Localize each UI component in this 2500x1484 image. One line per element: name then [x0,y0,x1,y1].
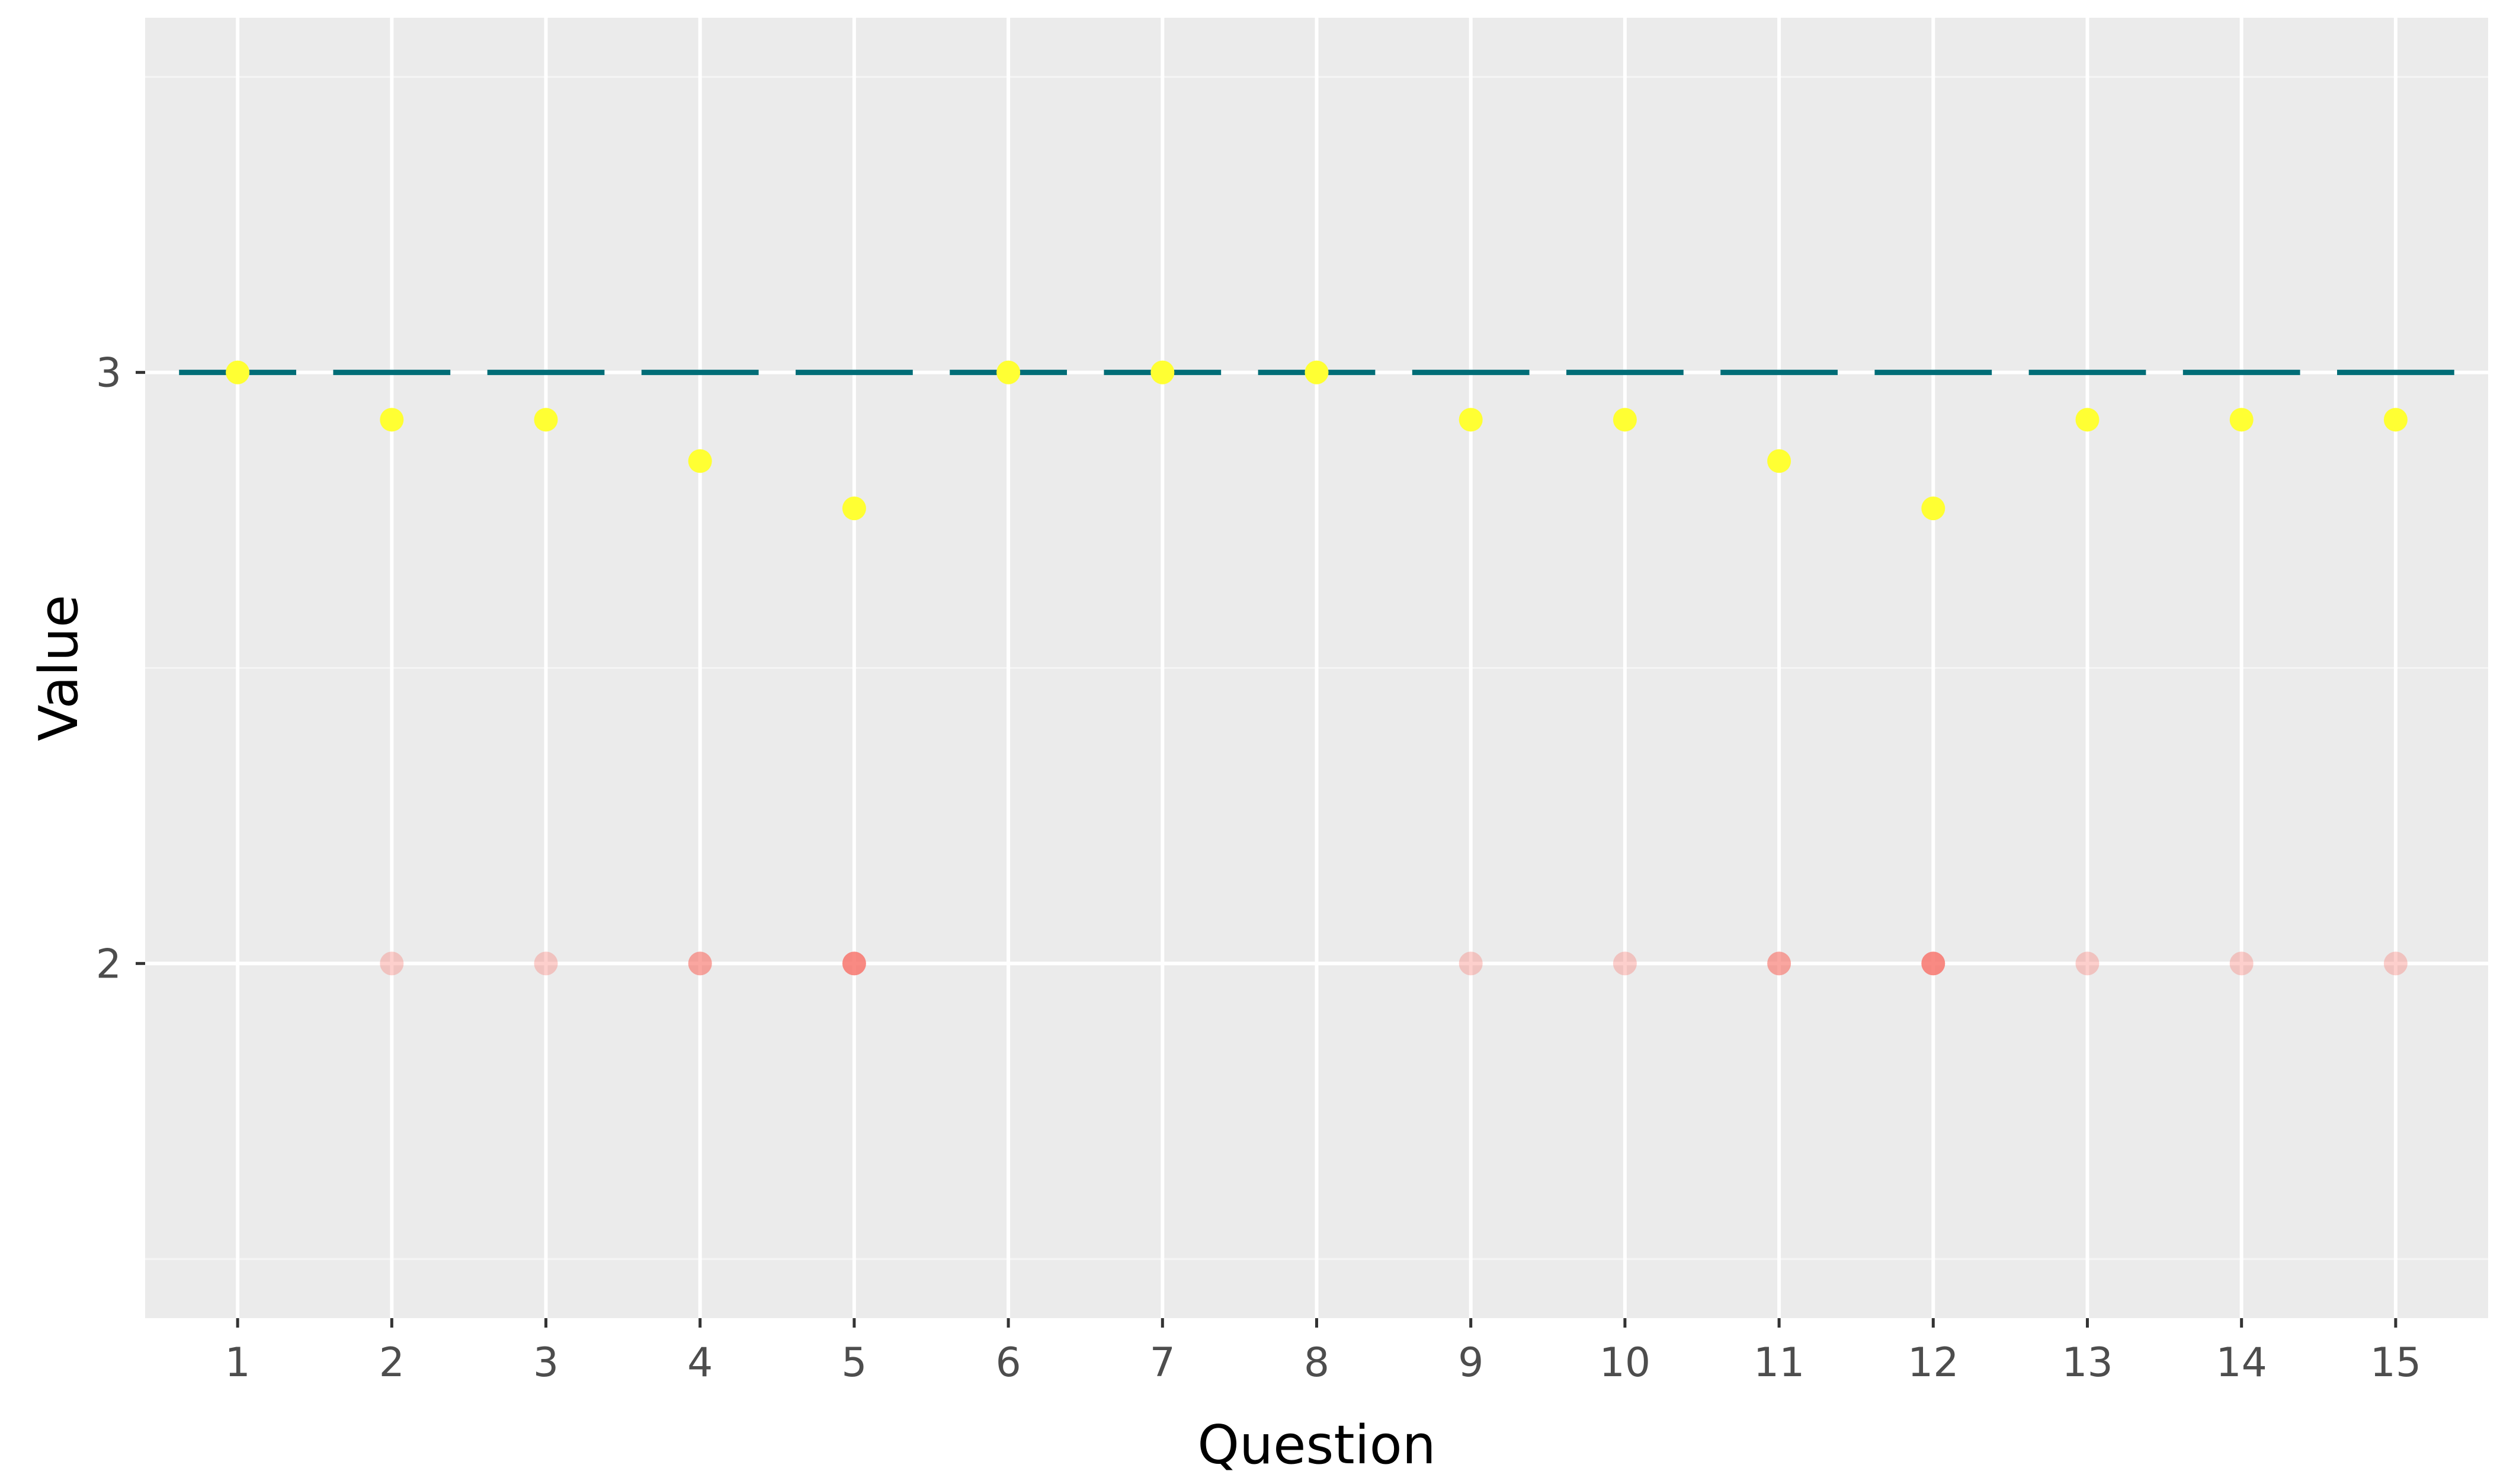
y-tick-label: 3 [96,350,121,397]
x-tick-label: 14 [2216,1339,2267,1386]
data-point [534,408,558,432]
data-point [842,951,866,976]
data-point [534,951,558,976]
y-axis-title: Value [28,595,90,741]
data-point [1767,951,1791,976]
data-point [2229,408,2254,432]
x-tick-label: 6 [995,1339,1021,1386]
data-point [1613,951,1637,976]
data-point [1921,496,1945,521]
data-point [380,408,404,432]
data-point [1613,408,1637,432]
x-tick-label: 2 [379,1339,405,1386]
data-point [842,496,866,521]
x-tick-label: 7 [1150,1339,1175,1386]
y-axis-ticks: 23 [96,350,145,988]
x-tick-label: 4 [687,1339,713,1386]
data-points [226,360,2408,976]
data-point [1921,951,1945,976]
data-point [1305,360,1329,384]
data-point [996,360,1021,384]
data-point [1150,360,1175,384]
grid-major [145,18,2488,1318]
data-point [2383,951,2408,976]
x-tick-label: 8 [1304,1339,1329,1386]
data-point [2383,408,2408,432]
data-point [688,951,712,976]
x-tick-label: 11 [1754,1339,1805,1386]
data-point [226,360,250,384]
data-point [1767,449,1791,473]
x-tick-label: 5 [841,1339,867,1386]
data-point [688,449,712,473]
x-tick-label: 10 [1600,1339,1651,1386]
data-point [380,951,404,976]
x-tick-label: 13 [2062,1339,2113,1386]
x-tick-label: 15 [2370,1339,2422,1386]
data-point [2075,408,2100,432]
data-point [1459,408,1483,432]
x-axis-title: Question [1197,1414,1436,1476]
x-tick-label: 9 [1458,1339,1483,1386]
x-tick-label: 1 [225,1339,250,1386]
y-tick-label: 2 [96,941,121,988]
data-point [1459,951,1483,976]
x-axis-ticks: 1 2 3 4 5 6 7 8 9 10 11 12 13 14 15 [225,1318,2421,1386]
x-tick-label: 3 [533,1339,559,1386]
data-point [2229,951,2254,976]
x-tick-label: 12 [1908,1339,1959,1386]
data-point [2075,951,2100,976]
